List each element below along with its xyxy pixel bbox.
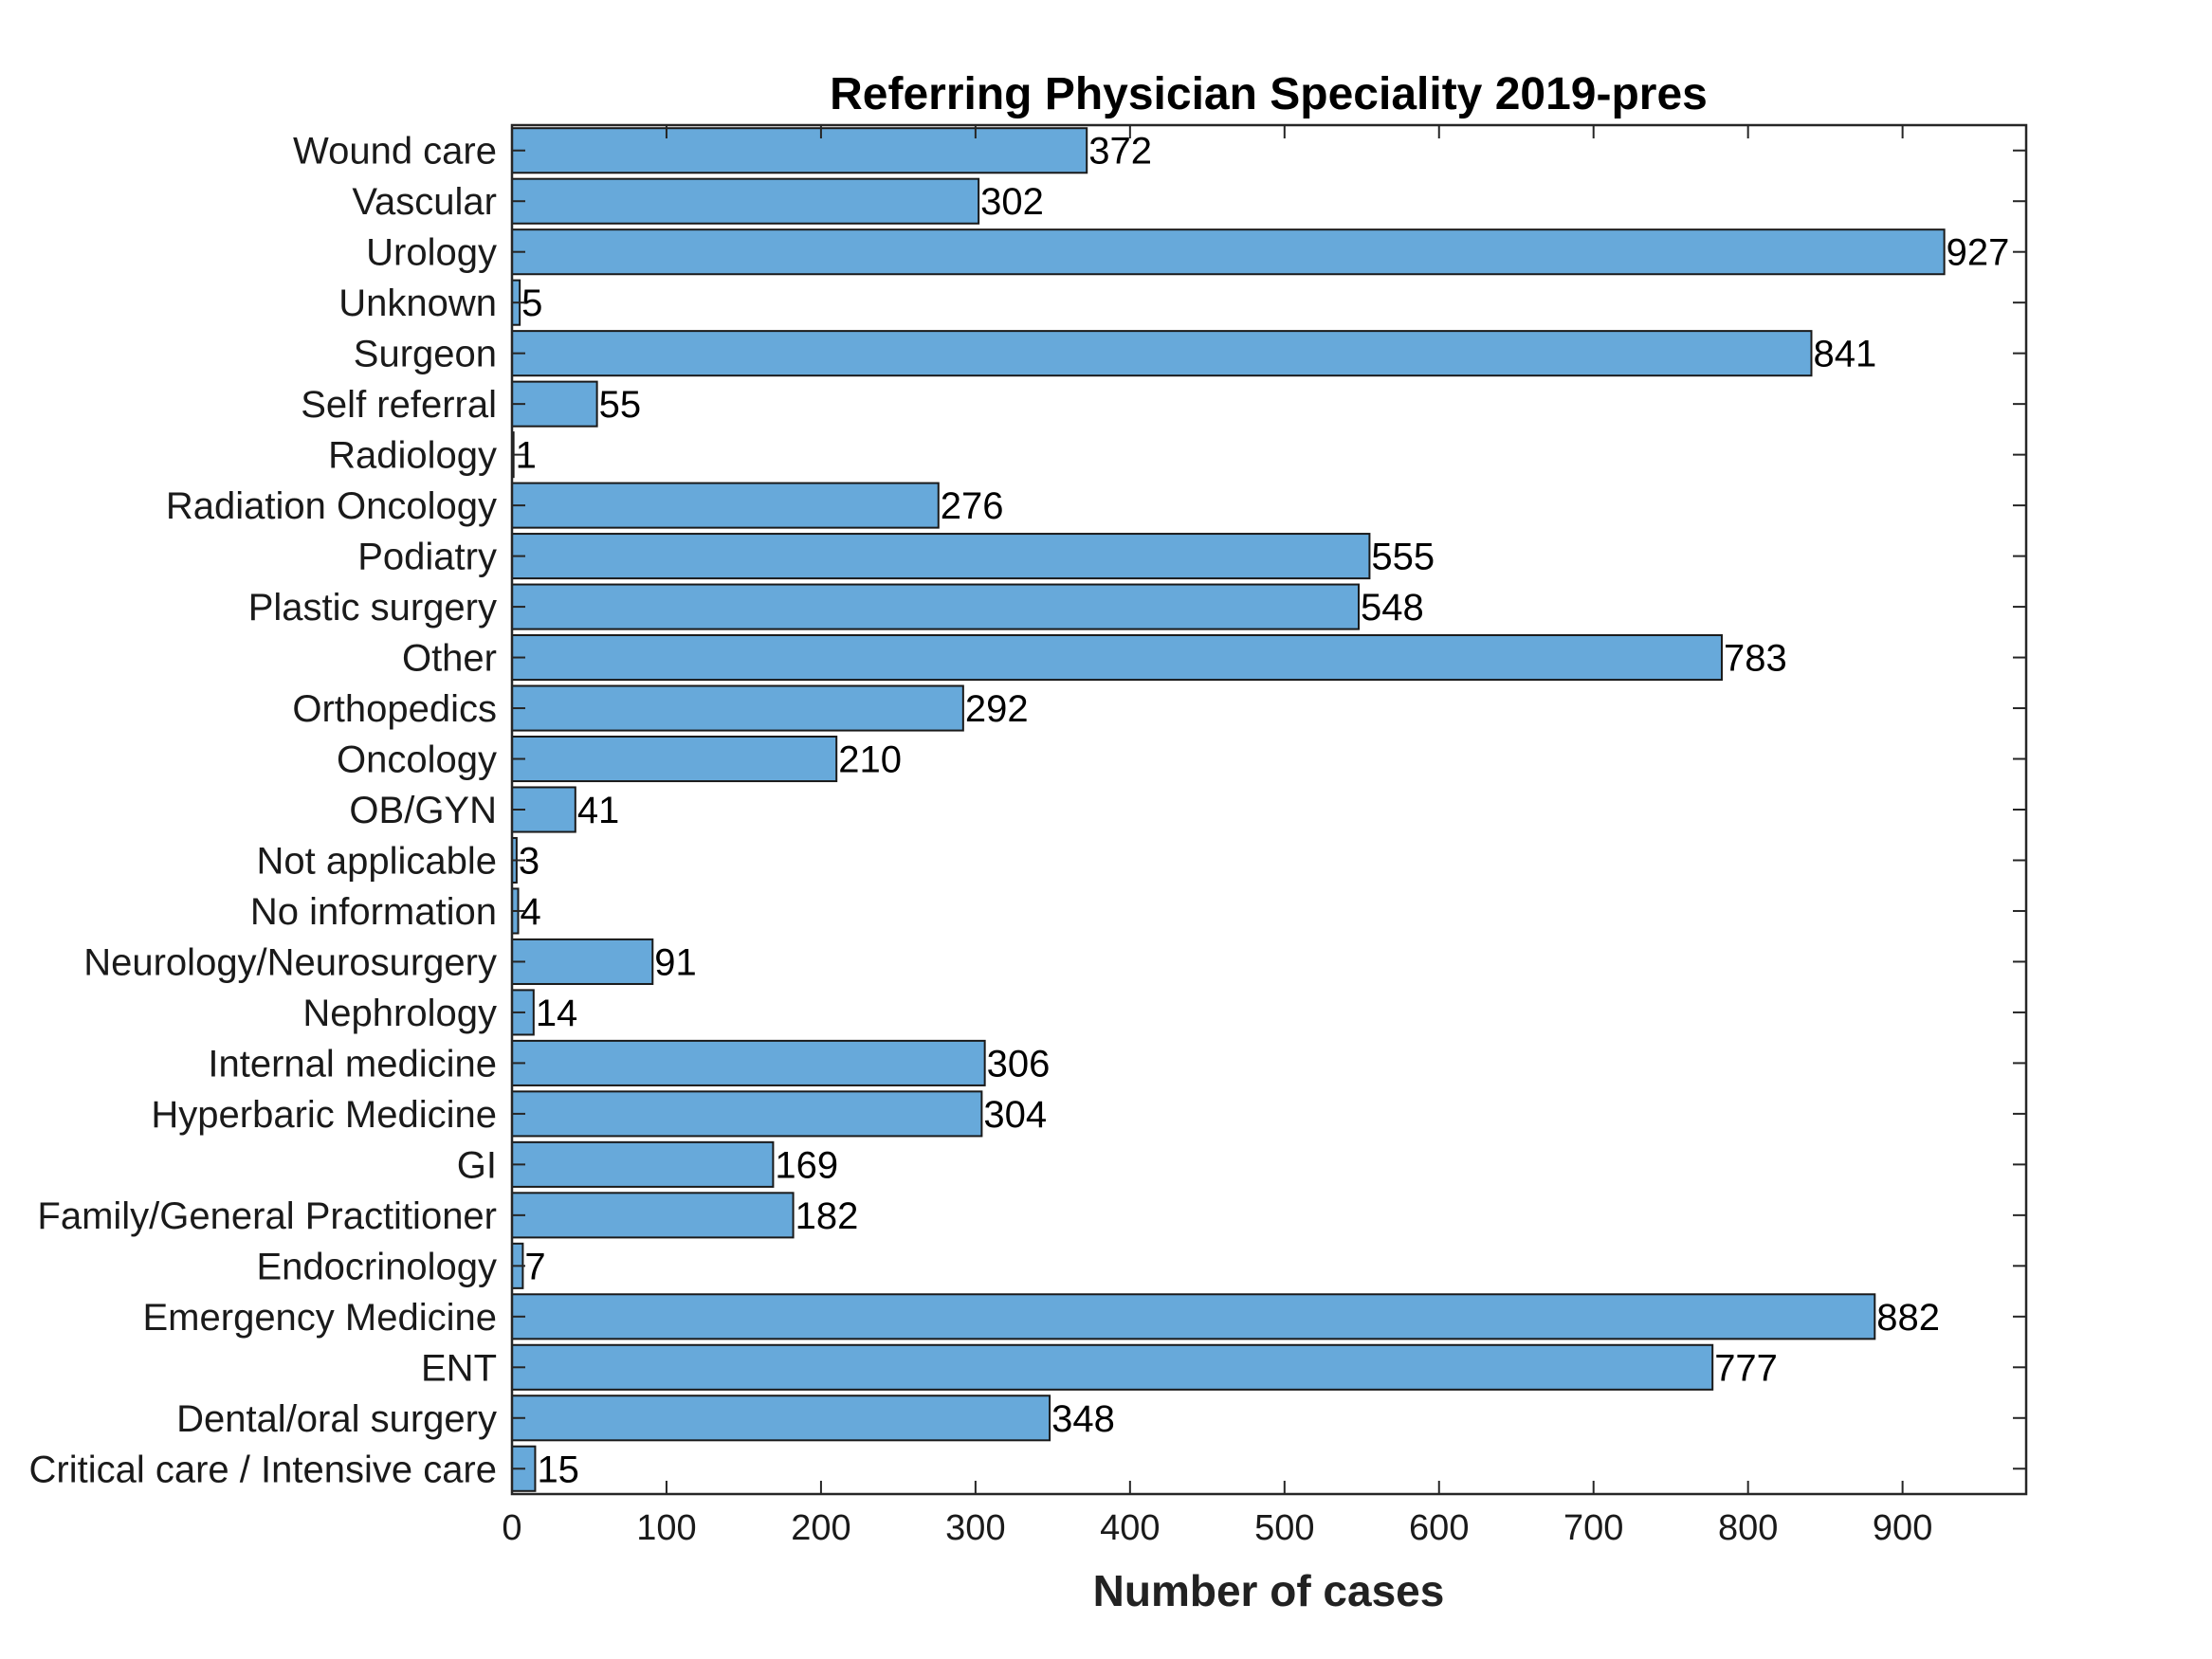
value-label-internal-medicine: 306 xyxy=(987,1043,1051,1085)
bars-group xyxy=(511,127,1946,1492)
value-label-radiation-oncology: 276 xyxy=(941,485,1004,527)
x-tick-label-400: 400 xyxy=(1100,1508,1160,1548)
bar-urology xyxy=(511,228,1946,276)
value-labels-group: 1534877788271821693043061491434121029278… xyxy=(516,131,2010,1491)
x-tick-label-100: 100 xyxy=(636,1508,696,1548)
value-label-self-referral: 55 xyxy=(599,384,642,426)
category-label-unknown: Unknown xyxy=(338,283,497,324)
value-label-endocrinology: 7 xyxy=(524,1246,545,1287)
plot-area-frame xyxy=(510,123,2028,1496)
value-label-nephrology: 14 xyxy=(536,993,578,1034)
value-label-dental-oral-surgery: 348 xyxy=(1051,1398,1115,1440)
bar-family-general-practitioner xyxy=(511,1192,795,1239)
category-label-radiology: Radiology xyxy=(328,435,497,477)
x-tick-label-700: 700 xyxy=(1563,1508,1623,1548)
category-label-urology: Urology xyxy=(366,232,497,274)
category-label-plastic-surgery: Plastic surgery xyxy=(248,587,497,629)
value-label-no-information: 4 xyxy=(521,891,541,933)
bar-surgeon xyxy=(511,330,1813,377)
bar-podiatry xyxy=(511,533,1371,580)
value-label-wound-care: 372 xyxy=(1088,131,1152,173)
value-label-neurology-neurosurgery: 91 xyxy=(654,941,697,983)
category-label-radiation-oncology: Radiation Oncology xyxy=(166,485,497,527)
value-label-podiatry: 555 xyxy=(1371,537,1435,578)
category-label-other: Other xyxy=(402,638,497,680)
value-label-family-general-practitioner: 182 xyxy=(795,1195,859,1237)
category-label-endocrinology: Endocrinology xyxy=(257,1246,498,1287)
category-label-surgeon: Surgeon xyxy=(354,334,497,375)
bar-radiation-oncology xyxy=(511,482,940,529)
category-label-family-general-practitioner: Family/General Practitioner xyxy=(37,1195,497,1237)
x-tick-label-200: 200 xyxy=(791,1508,850,1548)
x-tick-label-800: 800 xyxy=(1718,1508,1778,1548)
x-axis-label: Number of cases xyxy=(1093,1566,1445,1615)
category-label-dental-oral-surgery: Dental/oral surgery xyxy=(176,1398,497,1440)
category-label-no-information: No information xyxy=(250,891,497,933)
category-label-self-referral: Self referral xyxy=(301,384,497,426)
value-label-orthopedics: 292 xyxy=(965,688,1029,730)
category-label-nephrology: Nephrology xyxy=(302,993,497,1034)
value-label-oncology: 210 xyxy=(838,739,902,781)
bar-orthopedics xyxy=(511,684,964,732)
value-label-emergency-medicine: 882 xyxy=(1876,1297,1940,1339)
category-label-neurology-neurosurgery: Neurology/Neurosurgery xyxy=(83,941,497,983)
category-label-orthopedics: Orthopedics xyxy=(292,688,497,730)
bar-hyperbaric-medicine xyxy=(511,1090,983,1138)
bar-plastic-surgery xyxy=(511,583,1361,630)
value-label-critical-care-intensive-care: 15 xyxy=(537,1449,579,1490)
bar-wound-care xyxy=(511,127,1088,174)
bar-gi xyxy=(511,1140,775,1188)
value-label-ent: 777 xyxy=(1714,1347,1778,1389)
x-tick-label-900: 900 xyxy=(1873,1508,1932,1548)
category-label-critical-care-intensive-care: Critical care / Intensive care xyxy=(28,1449,497,1490)
value-label-vascular: 302 xyxy=(980,181,1044,223)
value-label-radiology: 1 xyxy=(516,435,537,477)
chart-title: Referring Physician Speciality 2019-pres xyxy=(830,69,1708,119)
bar-internal-medicine xyxy=(511,1039,986,1086)
bar-oncology xyxy=(511,735,838,783)
value-label-other: 783 xyxy=(1724,638,1787,680)
axis-ticks-group xyxy=(511,125,2026,1494)
value-label-unknown: 5 xyxy=(521,283,542,324)
x-tick-labels-group: 0 100 200 300 400 500 600 700 800 900 xyxy=(502,1508,1932,1548)
bar-ent xyxy=(511,1343,1714,1391)
bar-neurology-neurosurgery xyxy=(511,938,654,985)
x-tick-label-300: 300 xyxy=(945,1508,1005,1548)
value-label-surgeon: 841 xyxy=(1813,334,1876,375)
value-label-plastic-surgery: 548 xyxy=(1361,587,1424,629)
category-label-gi: GI xyxy=(457,1144,497,1186)
value-label-ob-gyn: 41 xyxy=(577,790,620,831)
category-label-hyperbaric-medicine: Hyperbaric Medicine xyxy=(151,1094,497,1136)
value-label-gi: 169 xyxy=(775,1144,838,1186)
category-label-internal-medicine: Internal medicine xyxy=(208,1043,497,1085)
category-label-emergency-medicine: Emergency Medicine xyxy=(143,1297,498,1339)
bar-vascular xyxy=(511,177,980,225)
bar-other xyxy=(511,634,1723,682)
x-tick-label-500: 500 xyxy=(1254,1508,1314,1548)
category-label-podiatry: Podiatry xyxy=(357,537,497,578)
value-label-not-applicable: 3 xyxy=(519,840,539,882)
category-label-ob-gyn: OB/GYN xyxy=(349,790,497,831)
x-tick-label-600: 600 xyxy=(1409,1508,1469,1548)
category-labels-group: Critical care / Intensive care Dental/ora… xyxy=(28,131,497,1491)
bar-emergency-medicine xyxy=(511,1293,1876,1340)
category-label-not-applicable: Not applicable xyxy=(257,840,498,882)
bar-dental-oral-surgery xyxy=(511,1395,1051,1442)
category-label-vascular: Vascular xyxy=(352,181,497,223)
category-label-oncology: Oncology xyxy=(337,739,497,781)
category-label-wound-care: Wound care xyxy=(293,131,497,173)
x-tick-label-0: 0 xyxy=(502,1508,521,1548)
value-label-hyperbaric-medicine: 304 xyxy=(983,1094,1047,1136)
category-label-ent: ENT xyxy=(421,1347,497,1389)
value-label-urology: 927 xyxy=(1947,232,2010,274)
